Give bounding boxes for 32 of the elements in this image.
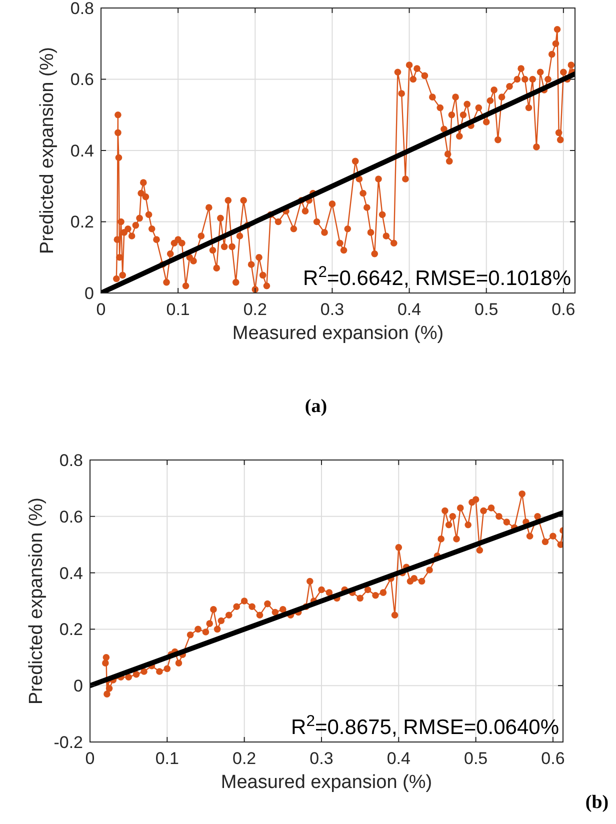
y-tick-label: 0.2 [70, 212, 94, 232]
y-tick-label: 0 [74, 676, 83, 696]
x-tick-label: 0.6 [541, 749, 565, 768]
annotation: R$^{2}$=0.8675, RMSE=0.0640% [291, 712, 559, 739]
x-tick-label: 0.1 [166, 300, 190, 319]
x-tick-label: 0.3 [320, 300, 344, 319]
text: (a) [304, 396, 328, 417]
y-tick-label: 0.8 [59, 450, 83, 470]
y-tick-label: 0.2 [59, 620, 83, 640]
y-tick-label: 0 [84, 284, 94, 303]
y-axis-title: Predicted expansion (%) [37, 47, 58, 254]
y-tick-label: 0.4 [59, 564, 83, 583]
x-tick-label: 0.2 [243, 300, 267, 319]
x-tick-label: 0.2 [232, 749, 256, 768]
x-axis-title: Measured expansion (%) [232, 323, 444, 344]
x-tick-label: 0.4 [397, 300, 422, 319]
text: (b) [585, 792, 609, 813]
x-tick-label: 0 [96, 300, 106, 319]
y-tick-label: 0.6 [59, 507, 83, 526]
x-tick-label: 0.4 [386, 749, 410, 768]
annotation: R$^{2}$=0.6642, RMSE=0.1018% [303, 264, 571, 290]
y-tick-label: 0.8 [70, 0, 94, 18]
y-tick-label: 0.6 [70, 70, 94, 90]
x-tick-label: 0.3 [310, 749, 334, 768]
x-tick-label: 0.6 [552, 300, 576, 319]
x-axis-title: Measured expansion (%) [220, 772, 432, 793]
x-tick-label: 0.1 [155, 749, 179, 768]
y-tick-label: -0.2 [54, 732, 83, 752]
y-tick-label: 0.4 [70, 141, 94, 160]
x-tick-label: 0.5 [474, 300, 498, 319]
x-tick-label: 0.5 [464, 749, 488, 768]
y-axis-title: Predicted expansion (%) [26, 498, 47, 704]
